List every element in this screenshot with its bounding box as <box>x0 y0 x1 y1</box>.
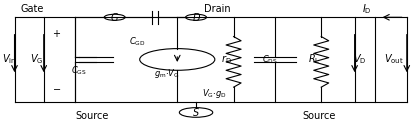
Text: $r_{\rm D}$: $r_{\rm D}$ <box>221 53 232 66</box>
Text: $R_{\rm L}$: $R_{\rm L}$ <box>308 53 320 66</box>
Text: +: + <box>52 29 60 39</box>
Text: $C_{\rm DS}$: $C_{\rm DS}$ <box>262 53 278 66</box>
Text: Source: Source <box>75 111 108 121</box>
Text: $-$: $-$ <box>52 83 61 93</box>
Text: $D$: $D$ <box>192 11 201 23</box>
Text: $V_{\rm G}{\cdot}g_{\rm D}$: $V_{\rm G}{\cdot}g_{\rm D}$ <box>202 87 227 100</box>
Text: $V_{\rm G}$: $V_{\rm G}$ <box>29 53 43 66</box>
Text: $g_{\rm m}{\cdot}V_{\rm G}$: $g_{\rm m}{\cdot}V_{\rm G}$ <box>154 67 180 80</box>
Text: $V_{\rm in}$: $V_{\rm in}$ <box>3 53 17 66</box>
Text: $G$: $G$ <box>110 11 119 23</box>
Text: Drain: Drain <box>204 4 230 14</box>
Text: Source: Source <box>302 111 336 121</box>
Text: $V_{\rm out}$: $V_{\rm out}$ <box>383 53 403 66</box>
Text: $C_{\rm GD}$: $C_{\rm GD}$ <box>129 35 146 48</box>
Text: $C_{\rm GS}$: $C_{\rm GS}$ <box>71 64 87 77</box>
Text: Gate: Gate <box>20 4 44 14</box>
Text: $V_{\rm D}$: $V_{\rm D}$ <box>353 53 367 66</box>
Text: $S$: $S$ <box>192 107 200 118</box>
Text: $I_{\rm D}$: $I_{\rm D}$ <box>362 2 372 16</box>
